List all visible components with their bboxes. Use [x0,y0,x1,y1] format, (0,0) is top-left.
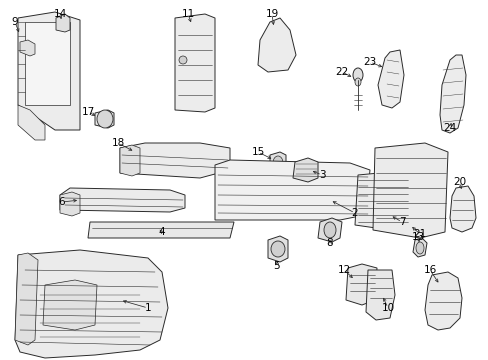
Polygon shape [317,218,341,242]
Text: 21: 21 [412,229,426,239]
Text: 11: 11 [181,9,194,19]
Text: 18: 18 [111,138,124,148]
Text: 10: 10 [381,303,394,313]
Text: 8: 8 [326,238,333,248]
Ellipse shape [179,56,186,64]
Text: 14: 14 [53,9,66,19]
Ellipse shape [97,110,113,128]
Text: 5: 5 [273,261,280,271]
Polygon shape [15,250,168,358]
Polygon shape [346,264,376,305]
Text: 1: 1 [144,303,151,313]
Polygon shape [18,12,80,130]
Ellipse shape [270,241,285,257]
Text: 15: 15 [251,147,264,157]
Polygon shape [439,55,465,133]
Polygon shape [267,236,287,262]
Polygon shape [25,22,70,105]
Polygon shape [258,18,295,72]
Polygon shape [412,238,426,257]
Polygon shape [88,222,234,238]
Ellipse shape [352,68,362,82]
Text: 9: 9 [12,17,18,27]
Text: 23: 23 [363,57,376,67]
Text: 2: 2 [351,208,358,218]
Text: 3: 3 [318,170,325,180]
Polygon shape [269,152,285,172]
Polygon shape [56,14,70,32]
Ellipse shape [415,242,423,254]
Polygon shape [175,14,215,112]
Text: 4: 4 [159,227,165,237]
Polygon shape [215,160,369,220]
Polygon shape [292,158,317,182]
Polygon shape [365,270,394,320]
Polygon shape [120,143,229,178]
Text: 13: 13 [410,232,424,242]
Text: 22: 22 [335,67,348,77]
Text: 20: 20 [452,177,466,187]
Text: 24: 24 [443,123,456,133]
Polygon shape [60,188,184,212]
Ellipse shape [354,78,360,86]
Polygon shape [377,50,403,108]
Ellipse shape [272,156,283,170]
Text: 6: 6 [59,197,65,207]
Text: 12: 12 [337,265,350,275]
Polygon shape [43,280,97,330]
Polygon shape [449,186,475,232]
Polygon shape [18,105,45,140]
Polygon shape [95,110,114,128]
Polygon shape [354,172,409,230]
Polygon shape [372,143,447,238]
Polygon shape [60,192,80,216]
Polygon shape [15,253,38,345]
Polygon shape [120,145,140,176]
Ellipse shape [324,222,335,238]
Text: 17: 17 [81,107,95,117]
Text: 19: 19 [265,9,278,19]
Polygon shape [20,40,35,56]
Polygon shape [424,272,461,330]
Text: 16: 16 [423,265,436,275]
Text: 7: 7 [398,217,405,227]
